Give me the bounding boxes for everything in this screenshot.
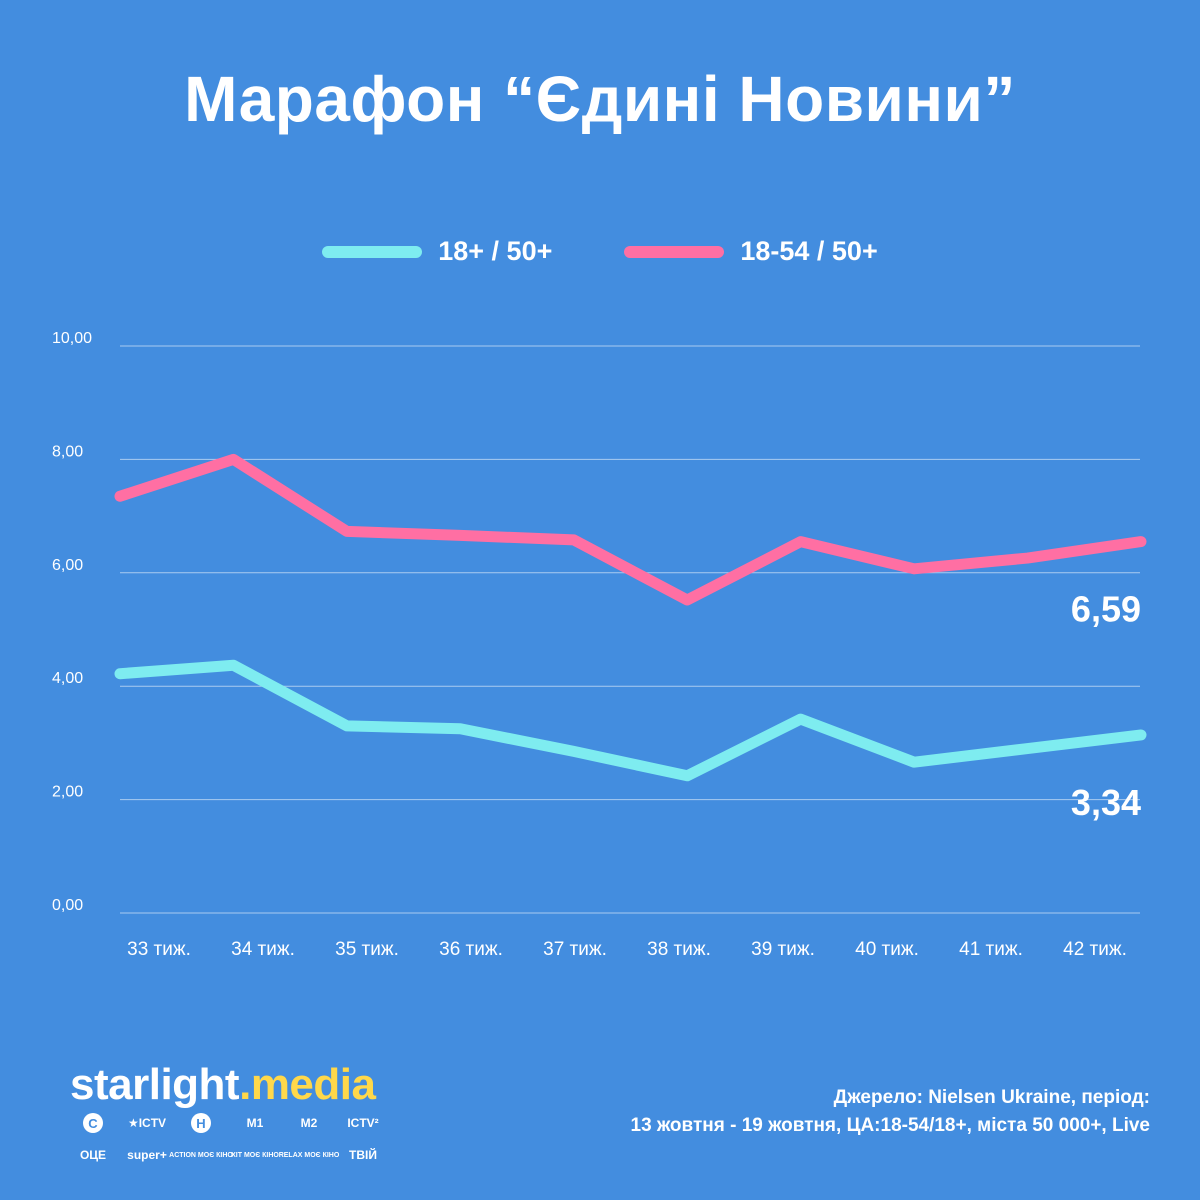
channel-logo-10: RELAX МОЄ КІНО (278, 1151, 340, 1159)
x-tick-label: 41 тиж. (959, 939, 1023, 960)
channel-logo-8: ACTION МОЄ КІНО (169, 1151, 233, 1159)
x-tick-label: 38 тиж. (647, 939, 711, 960)
channel-logo-5: ICTV² (347, 1115, 379, 1130)
legend-item-18plus: 18+ / 50+ (322, 236, 552, 267)
channel-logo-3: М1 (246, 1115, 264, 1130)
logo-dot: . (239, 1060, 251, 1109)
x-tick-label: 40 тиж. (855, 939, 919, 960)
channel-logo-4: М2 (300, 1115, 318, 1130)
source-line-1: Джерело: Nielsen Ukraine, період: (833, 1087, 1150, 1108)
logo-main-text: starlight (70, 1060, 240, 1109)
legend-swatch-18plus (322, 245, 423, 258)
chart-title: Марафон “Єдині Новини” (184, 63, 1016, 135)
y-tick-label: 4,00 (52, 670, 83, 687)
y-tick-label: 10,00 (52, 330, 92, 347)
y-tick-label: 0,00 (52, 897, 83, 914)
legend-label-18-54: 18-54 / 50+ (740, 236, 878, 266)
legend-swatch-18-54 (624, 245, 725, 258)
x-tick-label: 33 тиж. (127, 939, 191, 960)
end-value-label-1: 6,59 (1071, 589, 1141, 630)
y-tick-label: 8,00 (52, 443, 83, 460)
source-line-2: 13 жовтня - 19 жовтня, ЦА:18-54/18+, міс… (630, 1115, 1151, 1136)
x-tick-label: 36 тиж. (439, 939, 503, 960)
channel-logo-2: Н (174, 1112, 228, 1134)
channel-logo-mark: Н (191, 1113, 211, 1133)
x-tick-label: 37 тиж. (543, 939, 607, 960)
x-tick-label: 34 тиж. (231, 939, 295, 960)
x-tick-label: 35 тиж. (335, 939, 399, 960)
y-tick-label: 6,00 (52, 557, 83, 574)
legend-item-18-54: 18-54 / 50+ (624, 236, 878, 267)
series-line-1 (114, 453, 1147, 606)
y-tick-label: 2,00 (52, 784, 83, 801)
x-tick-label: 42 тиж. (1063, 939, 1127, 960)
channel-logo-0: С (66, 1112, 120, 1134)
channel-logo-7: super+ (127, 1147, 167, 1162)
channel-logo-6: ОЦЕ (79, 1147, 107, 1162)
starlight-media-logo: starlight.media (70, 1060, 376, 1110)
channel-logo-1: ★ICTV (127, 1115, 167, 1130)
logo-accent-text: media (250, 1060, 376, 1109)
series-line-0 (114, 659, 1147, 782)
source-note: Джерело: Nielsen Ukraine, період: 13 жов… (631, 1084, 1151, 1140)
channel-logo-9: ХІТ МОЄ КІНО (231, 1151, 279, 1159)
channel-logos: С ★ICTV Н М1 М2 ICTV² ОЦЕ super+ ACTION МОЄ КІНО… (66, 1112, 396, 1166)
end-value-label-0: 3,34 (1071, 782, 1141, 823)
channel-logo-mark: С (83, 1113, 103, 1133)
x-tick-label: 39 тиж. (751, 939, 815, 960)
legend-label-18plus: 18+ / 50+ (438, 236, 553, 266)
legend: 18+ / 50+ 18-54 / 50+ (0, 236, 1200, 267)
channel-logo-11: ТВІЙ (349, 1147, 377, 1162)
line-chart: 0,00 2,00 4,00 6,00 8,00 10,00 33 тиж. 34 тиж. 3… (52, 330, 1147, 960)
